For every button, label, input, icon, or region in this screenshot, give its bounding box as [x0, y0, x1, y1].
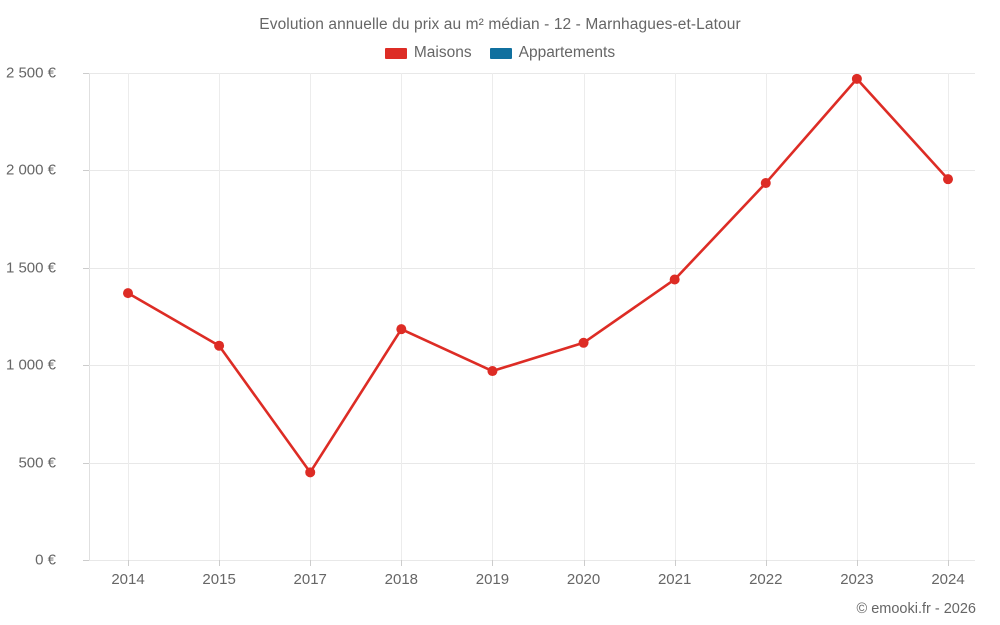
data-point-maisons[interactable] [305, 467, 316, 478]
y-tick-label: 500 € [18, 454, 56, 472]
y-tick-mark [83, 365, 89, 367]
x-tick-mark [583, 560, 585, 566]
series-line-maisons [126, 77, 950, 474]
x-tick-mark [948, 560, 949, 566]
vertical-gridline [674, 73, 676, 560]
x-tick-label: 2014 [111, 571, 145, 588]
y-tick-mark [83, 560, 89, 561]
x-tick-label: 2015 [202, 571, 236, 588]
gridline [89, 365, 975, 367]
legend-label-appartements: Appartements [518, 44, 616, 61]
data-point-maisons[interactable] [760, 178, 771, 189]
vertical-gridline [856, 73, 858, 560]
x-tick-mark [401, 560, 403, 566]
x-tick-mark [128, 560, 129, 566]
footer-credit: © emooki.fr - 2026 [856, 601, 976, 617]
vertical-gridline [948, 73, 949, 560]
x-tick-label: 2021 [657, 571, 692, 588]
gridline [89, 560, 975, 561]
data-point-maisons[interactable] [578, 337, 589, 348]
y-tick-label: 2 500 € [5, 64, 56, 82]
y-tick-mark [83, 170, 89, 172]
x-tick-mark [674, 560, 676, 566]
gridline [89, 267, 975, 269]
vertical-gridline [219, 73, 221, 560]
vertical-gridline [310, 73, 312, 560]
x-tick-mark [856, 560, 858, 566]
y-tick-label: 1 000 € [5, 356, 56, 374]
legend-label-maisons: Maisons [413, 44, 472, 61]
x-tick-label: 2018 [384, 571, 419, 588]
vertical-gridline [492, 73, 494, 560]
data-point-maisons[interactable] [214, 340, 225, 351]
y-tick-label: 2 000 € [5, 161, 56, 179]
legend-swatch-maisons [384, 47, 407, 59]
y-tick-mark [83, 462, 89, 464]
x-tick-mark [310, 560, 312, 566]
y-tick-mark [83, 267, 89, 269]
x-tick-label: 2024 [931, 571, 965, 588]
gridline [89, 462, 975, 464]
gridline [89, 170, 975, 172]
series-layer [123, 73, 953, 478]
legend-swatch-appartements [489, 47, 512, 59]
gridline [89, 73, 975, 74]
x-tick-mark [492, 560, 494, 566]
plot-area: 0 € 500 € 1 000 € 1 500 € 2 000 € 2 500 € 201… [6, 65, 975, 588]
data-point-maisons[interactable] [396, 324, 407, 335]
y-tick-mark [83, 73, 89, 74]
data-point-maisons[interactable] [943, 174, 953, 185]
y-axis-line [89, 73, 90, 560]
legend-item-appartements[interactable]: Appartements [489, 44, 616, 62]
x-tick-mark [765, 560, 767, 566]
vertical-gridline [765, 73, 767, 560]
chart-legend: Maisons Appartements [0, 44, 1000, 62]
vertical-gridline [401, 73, 403, 560]
vertical-gridline [583, 73, 585, 560]
vertical-gridline [128, 73, 129, 560]
chart-title: Evolution annuelle du prix au m² médian … [259, 16, 741, 33]
x-tick-label: 2017 [293, 571, 327, 588]
y-tick-label: 0 € [35, 551, 56, 569]
x-tick-label: 2022 [749, 571, 783, 588]
x-tick-label: 2019 [475, 571, 510, 588]
data-point-maisons[interactable] [487, 366, 498, 377]
data-point-maisons[interactable] [669, 274, 680, 285]
x-tick-label: 2020 [566, 571, 601, 588]
y-tick-label: 1 500 € [5, 259, 56, 277]
data-point-maisons[interactable] [123, 288, 133, 299]
x-tick-mark [219, 560, 221, 566]
legend-item-maisons[interactable]: Maisons [384, 44, 472, 62]
x-tick-label: 2023 [840, 571, 874, 588]
data-point-maisons[interactable] [851, 73, 862, 84]
